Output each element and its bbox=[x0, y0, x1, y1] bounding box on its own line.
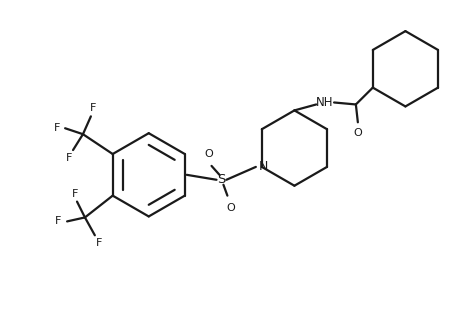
Text: S: S bbox=[217, 173, 225, 186]
Text: F: F bbox=[54, 123, 60, 133]
Text: O: O bbox=[225, 202, 234, 212]
Text: NH: NH bbox=[315, 96, 332, 109]
Text: F: F bbox=[90, 104, 96, 114]
Text: F: F bbox=[95, 238, 102, 248]
Text: N: N bbox=[258, 160, 268, 174]
Text: F: F bbox=[66, 153, 72, 163]
Text: F: F bbox=[72, 189, 78, 199]
Text: O: O bbox=[204, 149, 213, 159]
Text: O: O bbox=[353, 128, 361, 138]
Text: F: F bbox=[55, 216, 61, 226]
